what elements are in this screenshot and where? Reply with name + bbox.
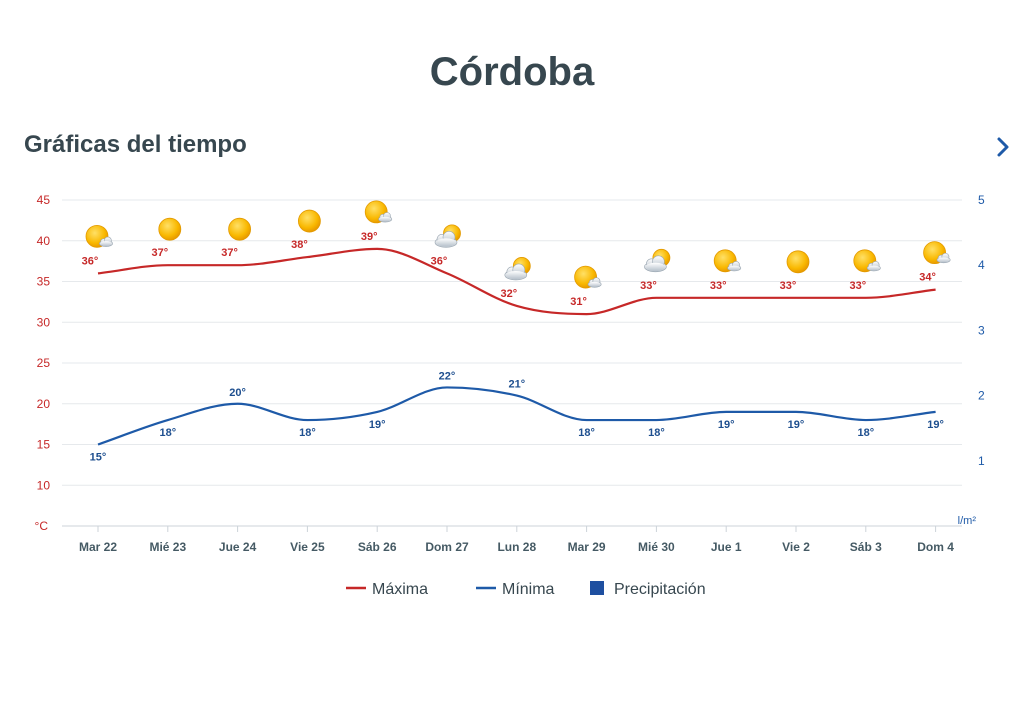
x-tick-label: Sáb 26	[358, 540, 397, 554]
x-tick-label: Vie 25	[290, 540, 325, 554]
y-left-tick-label: 45	[37, 193, 51, 207]
sun-cloud-icon	[923, 241, 951, 265]
min-temp-label: 18°	[857, 427, 874, 439]
max-temp-label: 31°	[570, 296, 587, 308]
sun-cloud-icon	[574, 265, 602, 289]
x-tick-label: Dom 27	[425, 540, 469, 554]
max-temp-label: 33°	[710, 280, 727, 292]
cloud-sun-icon	[504, 257, 531, 281]
legend-label: Mínima	[502, 581, 555, 598]
max-temp-label: 34°	[919, 272, 936, 284]
legend-item[interactable]: Máxima	[346, 581, 428, 598]
legend: Máxima Mínima Precipitación	[346, 581, 706, 598]
y-left-tick-label: 25	[37, 356, 51, 370]
max-temp-label: 37°	[151, 247, 168, 259]
legend-item[interactable]: Mínima	[476, 581, 555, 598]
sun-cloud-icon	[85, 224, 113, 248]
city-title: Córdoba	[429, 50, 595, 94]
y-left-tick-label: 20	[37, 397, 51, 411]
weather-icons	[85, 200, 951, 289]
max-temp-line	[97, 247, 936, 316]
min-temp-label: 19°	[369, 419, 386, 431]
x-tick-label: Mié 23	[149, 540, 186, 554]
max-temp-label: 39°	[361, 231, 378, 243]
min-temp-label: 22°	[439, 370, 456, 382]
min-temp-label: 20°	[229, 387, 246, 399]
max-temp-label: 33°	[849, 280, 866, 292]
data-labels: 36° 37° 37° 38° 39° 36° 32° 31° 33° 33° 33° 33° 34° 1…	[82, 231, 944, 464]
max-temp-label: 33°	[780, 280, 797, 292]
max-temp-label: 38°	[291, 239, 308, 251]
min-temp-label: 18°	[159, 427, 176, 439]
min-temp-label: 15°	[90, 452, 107, 464]
y-left-tick-label: 15	[37, 438, 51, 452]
y-right-tick-label: 1	[978, 454, 985, 468]
y-right-tick-label: 4	[978, 258, 985, 272]
min-temp-label: 19°	[927, 419, 944, 431]
x-tick-label: Jue 24	[219, 540, 257, 554]
sun-icon	[158, 217, 182, 241]
x-tick-label: Lun 28	[497, 540, 536, 554]
y-left-tick-label: 40	[37, 234, 51, 248]
y-right-tick-label: 3	[978, 323, 985, 337]
max-temp-label: 36°	[82, 255, 99, 267]
chevron-right-icon[interactable]	[990, 134, 1016, 160]
sun-cloud-icon	[364, 200, 393, 224]
sun-icon	[297, 209, 321, 233]
x-tick-label: Vie 2	[782, 540, 810, 554]
y-left-tick-label: 10	[37, 478, 51, 492]
legend-label: Precipitación	[614, 581, 706, 598]
section-title: Gráficas del tiempo	[24, 131, 247, 158]
min-temp-line	[97, 386, 936, 446]
cloud-sun-icon	[644, 248, 671, 273]
min-temp-label: 19°	[788, 419, 805, 431]
grid	[62, 199, 962, 532]
x-tick-label: Dom 4	[917, 540, 954, 554]
legend-swatch-precip	[590, 581, 604, 595]
min-temp-label: 19°	[718, 419, 735, 431]
max-temp-label: 33°	[640, 280, 657, 292]
sun-cloud-icon	[713, 249, 742, 273]
x-tick-label: Mié 30	[638, 540, 675, 554]
max-temp-label: 32°	[500, 288, 517, 300]
series	[97, 247, 936, 446]
sun-icon	[228, 217, 252, 241]
min-temp-label: 18°	[299, 427, 316, 439]
min-temp-label: 18°	[578, 427, 595, 439]
min-temp-label: 21°	[508, 379, 525, 391]
max-temp-label: 36°	[431, 255, 448, 267]
y-left-tick-label: 30	[37, 315, 51, 329]
cloud-sun-icon	[434, 224, 461, 248]
y-right-unit: l/m²	[958, 515, 977, 527]
sun-cloud-icon	[853, 249, 881, 273]
max-temp-label: 37°	[221, 247, 238, 259]
x-tick-label: Mar 22	[79, 540, 117, 554]
y-left-tick-label: 35	[37, 275, 51, 289]
sun-icon	[786, 250, 810, 274]
min-temp-label: 18°	[648, 427, 665, 439]
x-tick-label: Mar 29	[568, 540, 606, 554]
y-right-tick-label: 2	[978, 389, 985, 403]
legend-item[interactable]: Precipitación	[590, 581, 706, 598]
y-left-unit: °C	[35, 519, 49, 533]
x-tick-label: Jue 1	[711, 540, 742, 554]
x-tick-label: Sáb 3	[850, 540, 882, 554]
y-right-tick-label: 5	[978, 193, 985, 207]
legend-label: Máxima	[372, 581, 428, 598]
